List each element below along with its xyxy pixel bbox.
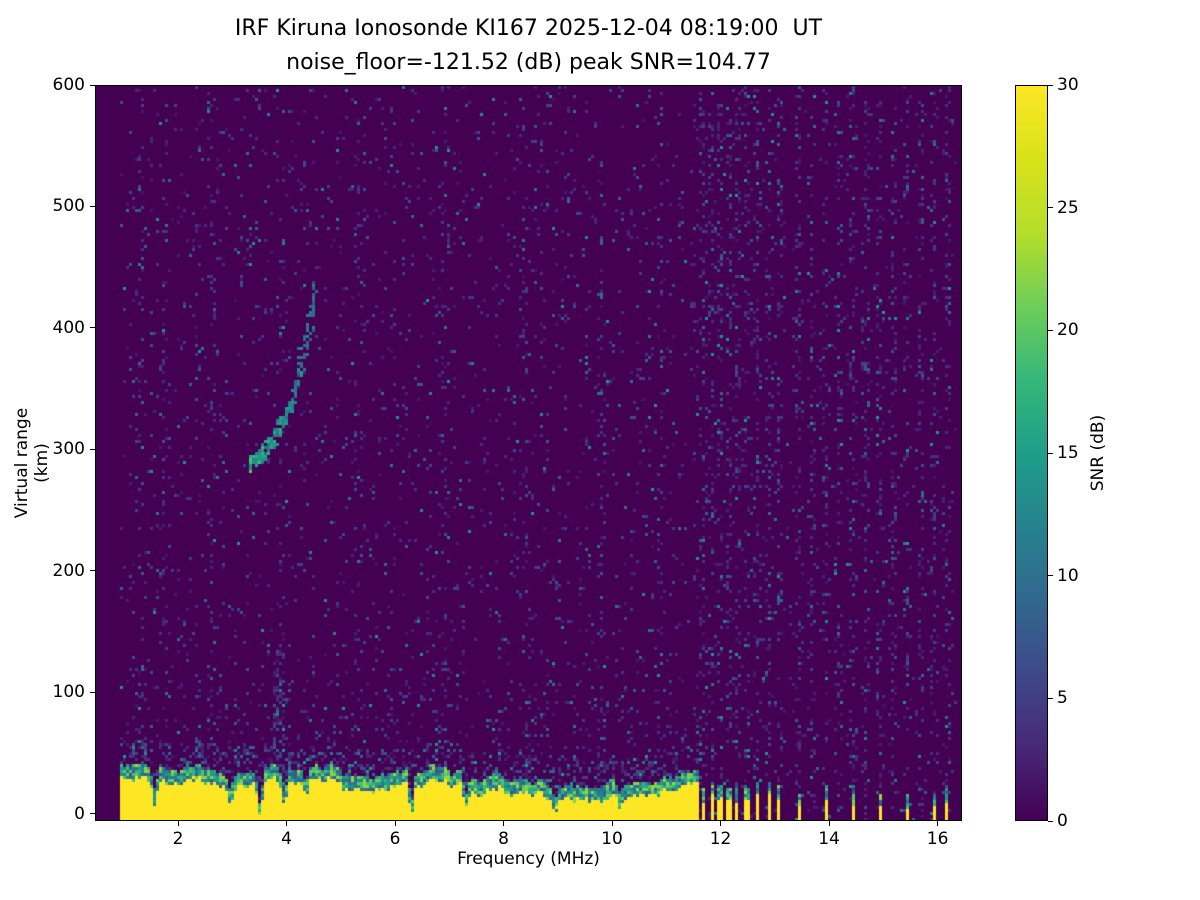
x-tick-label: 6 bbox=[389, 829, 401, 849]
x-tick-mark bbox=[177, 821, 179, 826]
x-axis-label: Frequency (MHz) bbox=[457, 849, 600, 869]
x-tick-mark bbox=[828, 821, 830, 826]
y-tick-mark bbox=[90, 327, 95, 329]
chart-subtitle: noise_floor=-121.52 (dB) peak SNR=104.77 bbox=[286, 50, 771, 75]
colorbar-tick-mark bbox=[1048, 84, 1053, 86]
colorbar-tick-label: 0 bbox=[1057, 811, 1068, 831]
x-tick-label: 14 bbox=[818, 829, 840, 849]
y-tick-label: 400 bbox=[52, 317, 85, 338]
y-tick-label: 0 bbox=[74, 803, 85, 824]
colorbar bbox=[1015, 85, 1048, 821]
y-axis-label: Virtual range (km) bbox=[12, 407, 52, 519]
colorbar-tick-mark bbox=[1048, 575, 1053, 577]
y-tick-mark bbox=[90, 813, 95, 815]
x-tick-label: 12 bbox=[709, 829, 732, 849]
colorbar-tick-label: 10 bbox=[1057, 565, 1079, 586]
y-tick-label: 100 bbox=[52, 682, 85, 703]
y-tick-mark bbox=[90, 691, 95, 693]
x-tick-label: 10 bbox=[601, 829, 623, 849]
y-tick-mark bbox=[90, 448, 95, 450]
colorbar-tick-label: 15 bbox=[1057, 443, 1079, 463]
x-tick-mark bbox=[394, 821, 396, 826]
y-tick-label: 300 bbox=[52, 439, 85, 460]
colorbar-tick-label: 20 bbox=[1057, 320, 1079, 341]
x-tick-label: 2 bbox=[172, 829, 184, 849]
x-tick-label: 8 bbox=[498, 829, 509, 849]
x-tick-mark bbox=[937, 821, 939, 826]
y-tick-label: 500 bbox=[52, 196, 85, 217]
colorbar-tick-mark bbox=[1048, 329, 1053, 331]
x-tick-mark bbox=[286, 821, 288, 826]
colorbar-tick-label: 30 bbox=[1057, 75, 1079, 95]
y-tick-mark bbox=[90, 84, 95, 86]
colorbar-tick-label: 25 bbox=[1057, 197, 1079, 218]
colorbar-tick-label: 5 bbox=[1057, 688, 1068, 709]
y-tick-mark bbox=[90, 205, 95, 207]
x-tick-mark bbox=[611, 821, 613, 826]
y-tick-mark bbox=[90, 570, 95, 572]
x-tick-mark bbox=[720, 821, 722, 826]
colorbar-tick-mark bbox=[1048, 697, 1053, 699]
x-tick-label: 16 bbox=[926, 829, 949, 849]
plot-area bbox=[95, 85, 962, 821]
chart-title: IRF Kiruna Ionosonde KI167 2025-12-04 08… bbox=[234, 16, 823, 41]
y-tick-label: 600 bbox=[52, 75, 85, 95]
y-tick-label: 200 bbox=[52, 560, 85, 581]
x-tick-label: 4 bbox=[281, 829, 292, 849]
ionogram-heatmap bbox=[96, 86, 961, 820]
x-tick-mark bbox=[503, 821, 505, 826]
colorbar-tick-mark bbox=[1048, 452, 1053, 454]
colorbar-tick-mark bbox=[1048, 820, 1053, 822]
colorbar-tick-mark bbox=[1048, 207, 1053, 209]
